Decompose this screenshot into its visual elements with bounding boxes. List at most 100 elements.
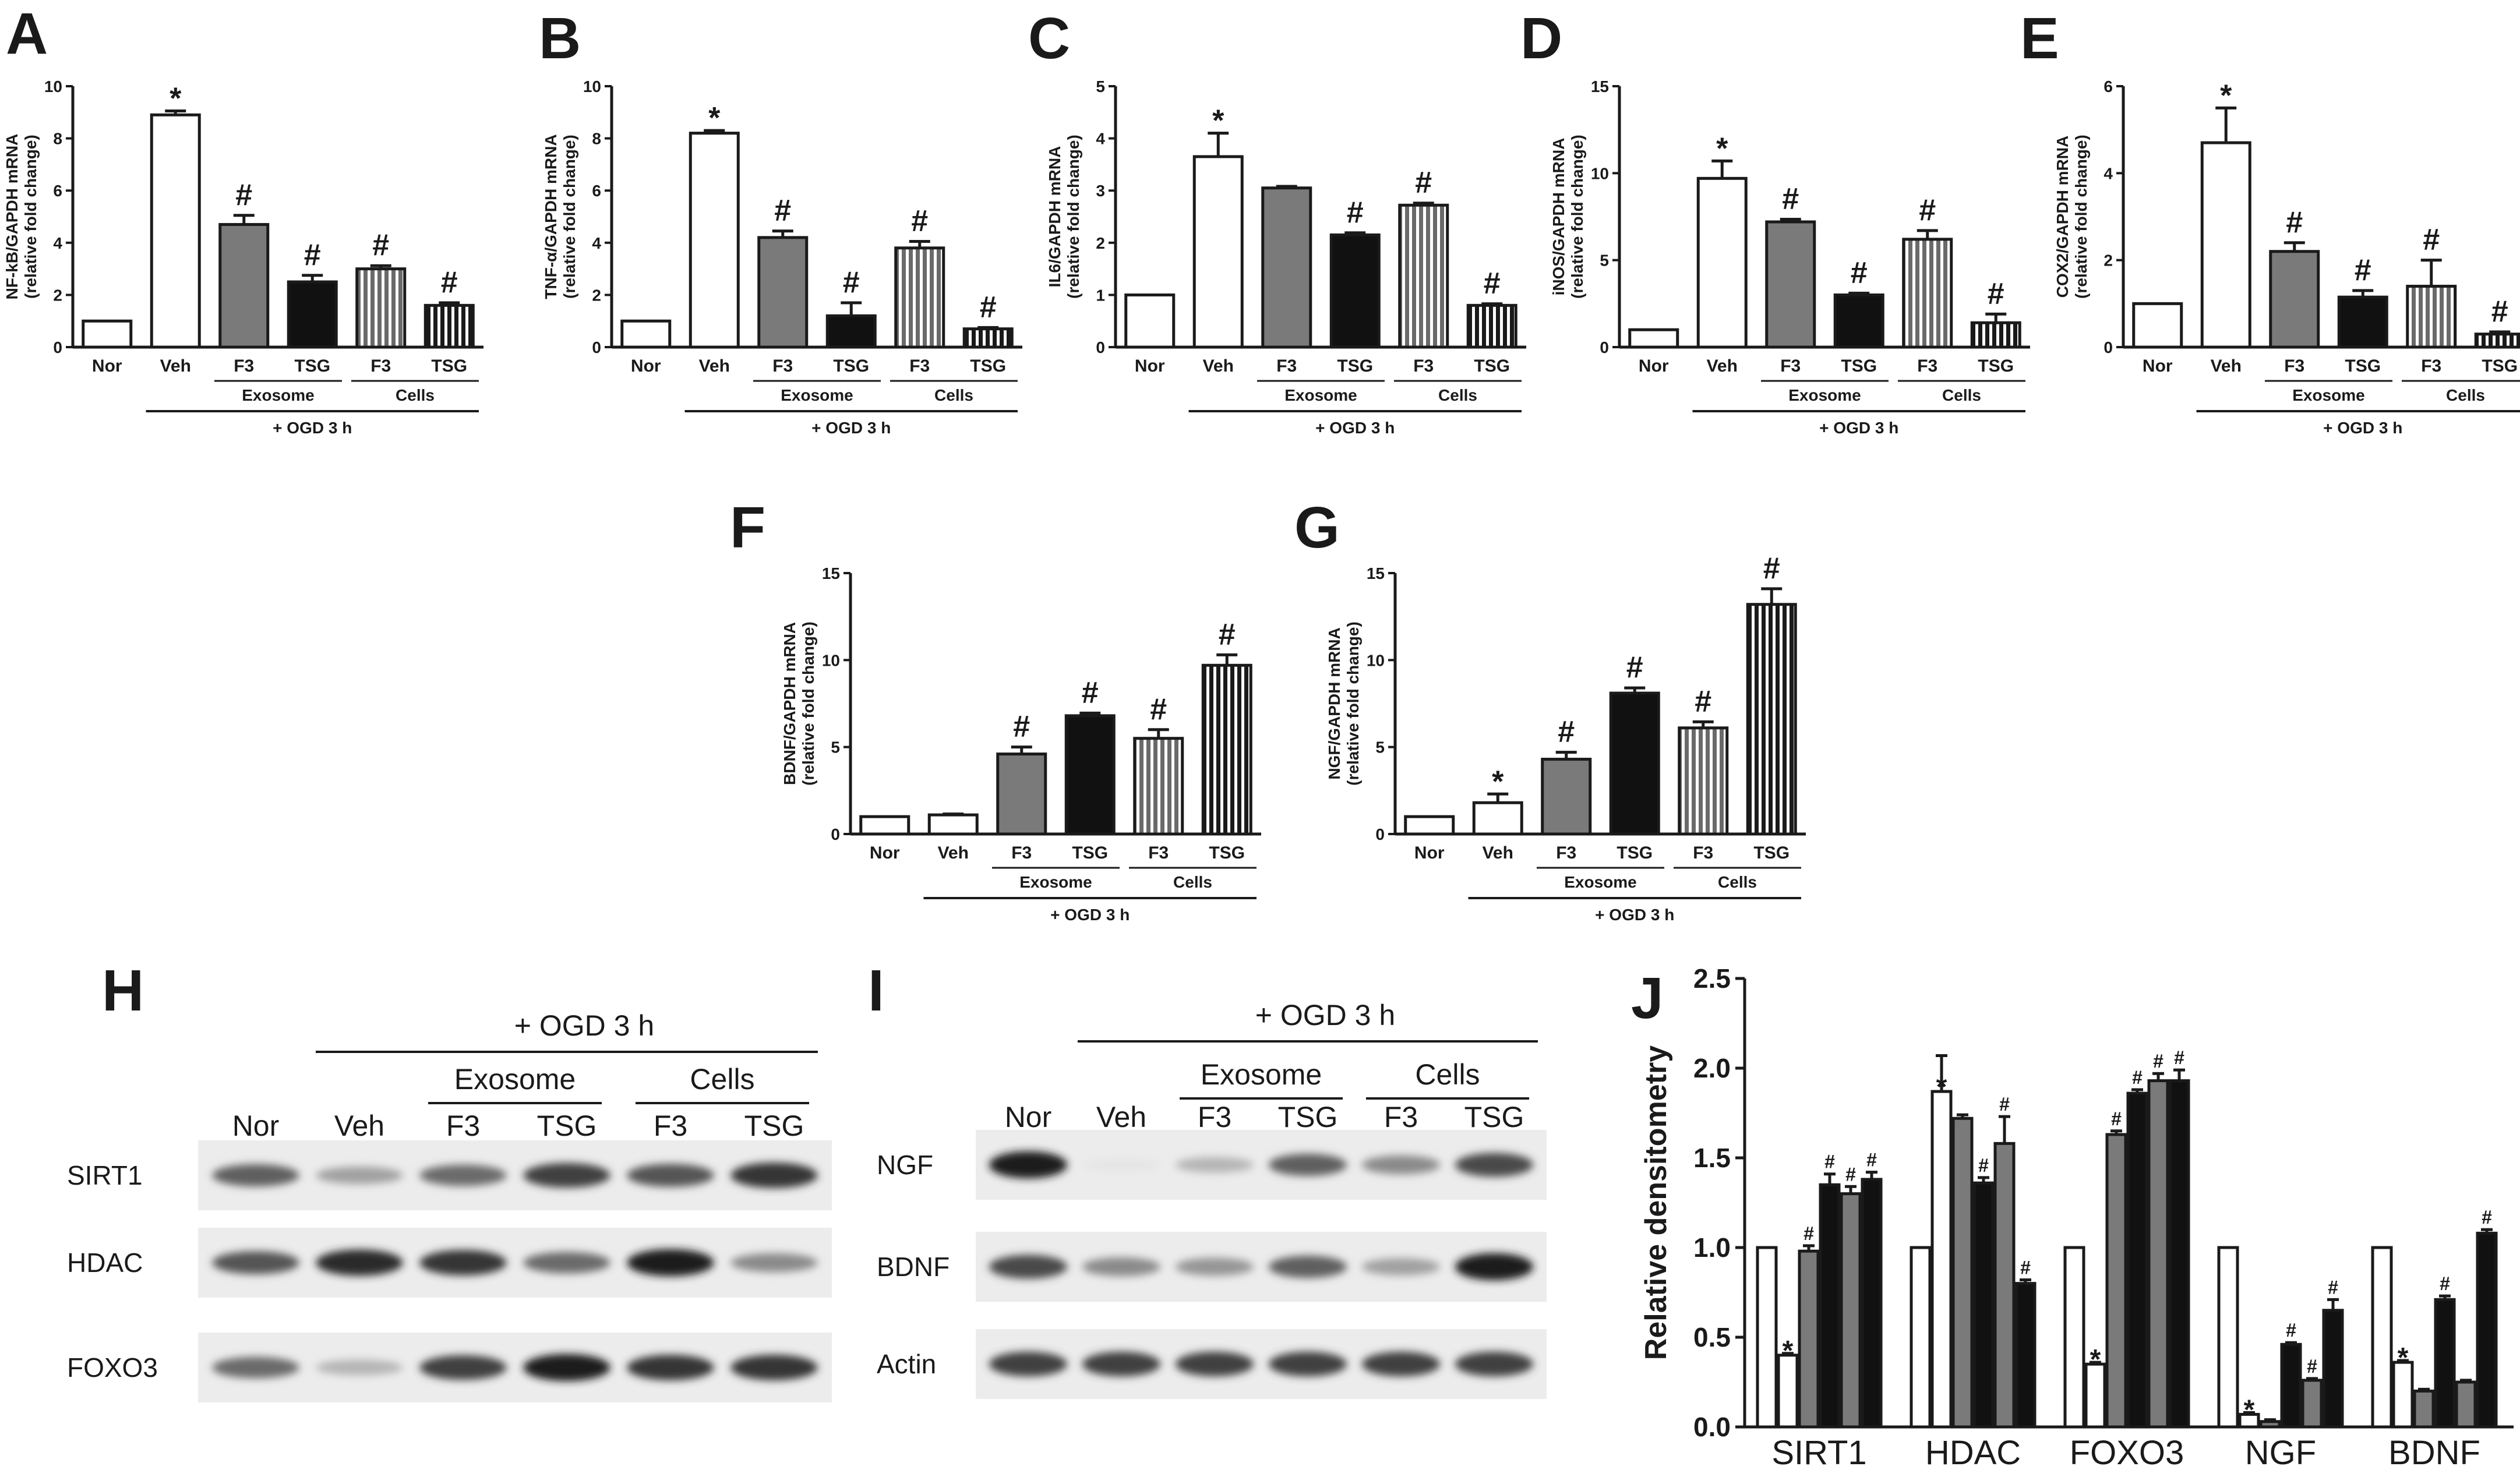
chart-J: J 0.0 0.5 1.0 1.5 2.0 2.5 Relative densitometry… (1631, 963, 2514, 1472)
blot-band (1361, 1258, 1441, 1275)
lane-label-tsg: TSG (1278, 1101, 1338, 1133)
bar-ngf-cells-tsg (2322, 1309, 2344, 1429)
y-axis-label: iNOS/GAPDH mRNA (1550, 138, 1568, 296)
y-tick-label: 0 (1375, 825, 1385, 843)
bar-f3 (1678, 726, 1729, 836)
y-tick-label: 3 (1096, 182, 1105, 200)
bar-veh (1696, 176, 1748, 349)
y-tick-label: 0 (592, 338, 601, 356)
significance-hash: # (2328, 1277, 2338, 1298)
y-tick-label: 0 (831, 825, 840, 843)
blot-I: I + OGD 3 h Exosome Cells Nor Veh F3 TSG F3 TSG NG… (868, 958, 1547, 1399)
significance-star: * (1492, 765, 1504, 798)
bar-tsg (423, 303, 475, 349)
blot-band (730, 1163, 818, 1188)
y-tick-label: 15 (1367, 564, 1385, 582)
bar-ngf-nor (2217, 1246, 2239, 1429)
y-axis-label: TNF-α/GAPDH mRNA (542, 134, 560, 299)
x-tick-label: F3 (1917, 356, 1937, 376)
group-cells-label: Cells (934, 386, 973, 404)
blot-band (1361, 1155, 1441, 1175)
chart-G: G 0 5 10 15 NGF/GAPDH mRNA (relative fold chan… (1294, 495, 1806, 924)
blot-band (212, 1356, 299, 1379)
group-exosome-label: Exosome (1284, 386, 1357, 404)
blot-band (989, 1255, 1068, 1279)
blot-band (1361, 1351, 1441, 1377)
blot-band (1268, 1351, 1347, 1377)
blot-row-label-ngf: NGF (877, 1150, 933, 1180)
bar-bdnf-nor (2371, 1246, 2393, 1429)
bar-f3 (1133, 737, 1184, 836)
blot-band (989, 1351, 1068, 1377)
blot-H: H + OGD 3 h Exosome Cells Nor Veh F3 TSG F3 TSG SI… (67, 958, 832, 1402)
significance-hash: # (2440, 1273, 2450, 1294)
bar-f3 (1398, 203, 1449, 349)
significance-hash: # (1626, 651, 1643, 684)
bar-ngf-exosome-f3 (2259, 1420, 2281, 1429)
panel-letter-H: H (102, 958, 144, 1023)
bar-nor (859, 815, 910, 836)
x-tick-label: Nor (92, 356, 122, 376)
y-tick-label: 0.0 (1693, 1412, 1731, 1442)
chart-B: B 0 2 4 6 8 10 TNF-α/GAPDH mRNA (relative fold c… (539, 6, 1022, 437)
bar-sirt1-exosome-tsg (1819, 1183, 1841, 1429)
y-tick-label: 2 (592, 286, 601, 304)
bar-hdac-exosome-f3 (1951, 1116, 1974, 1429)
panel-letter-J: J (1631, 966, 1664, 1031)
significance-hash: # (1013, 710, 1030, 744)
group-cells-label: Cells (1415, 1058, 1480, 1091)
significance-hash: # (1763, 552, 1780, 585)
y-tick-label: 10 (44, 77, 62, 96)
lane-label-veh: Veh (1096, 1101, 1146, 1133)
y-tick-label: 6 (592, 182, 601, 200)
y-tick-label: 5 (1375, 739, 1385, 757)
bar-tsg (1833, 293, 1884, 349)
lane-label-f3: F3 (1198, 1101, 1231, 1133)
y-tick-label: 4 (592, 234, 601, 252)
bar-veh (689, 132, 740, 349)
y-axis-label-units: (relative fold change) (799, 621, 817, 786)
blot-band (1268, 1255, 1347, 1278)
bar-f3 (996, 752, 1047, 836)
significance-star: * (2220, 79, 2232, 112)
bar-hdac-cells-f3 (1993, 1142, 2016, 1429)
bar-f3 (894, 246, 945, 349)
blot-membrane (198, 1333, 832, 1402)
bar-ngf-cells-f3 (2301, 1379, 2323, 1429)
y-tick-label: 5 (831, 739, 840, 757)
significance-hash: # (1219, 617, 1236, 651)
blot-band (419, 1164, 507, 1186)
significance-hash: # (1978, 1155, 1989, 1176)
blot-band (730, 1355, 818, 1380)
bar-sirt1-cells-f3 (1840, 1192, 1862, 1429)
group-exosome-label: Exosome (2292, 386, 2365, 404)
significance-hash: # (2111, 1108, 2122, 1129)
bar-tsg (1970, 321, 2021, 349)
blot-membrane (976, 1130, 1547, 1200)
bar-tsg (287, 280, 338, 349)
bar-f3 (2269, 250, 2320, 349)
x-tick-label: Nor (1414, 843, 1445, 863)
significance-star: * (2090, 1344, 2101, 1375)
significance-hash: # (1845, 1164, 1856, 1185)
group-exosome-label: Exosome (242, 386, 315, 404)
bar-foxo3-nor (2063, 1246, 2085, 1429)
x-tick-label: Nor (1135, 356, 1165, 376)
bar-bdnf-exosome-f3 (2413, 1389, 2435, 1429)
blot-band (419, 1355, 507, 1380)
lane-label-f3: F3 (1384, 1101, 1418, 1133)
x-tick-label: F3 (2284, 356, 2304, 376)
ogd-condition-label: + OGD 3 h (811, 419, 891, 437)
x-tick-label: TSG (2345, 356, 2381, 376)
x-tick-label: TSG (1753, 843, 1790, 863)
bar-foxo3-cells-f3 (2147, 1079, 2169, 1429)
significance-star: * (1936, 1072, 1947, 1103)
x-tick-label-foxo3: FOXO3 (2070, 1434, 2184, 1472)
group-exosome-label: Exosome (454, 1063, 576, 1096)
group-cells-label: Cells (1942, 386, 1981, 404)
y-tick-label: 6 (53, 182, 62, 200)
bar-bdnf-veh (2392, 1361, 2414, 1429)
blot-band (627, 1249, 714, 1277)
y-tick-label: 2 (53, 286, 62, 304)
significance-hash: # (1484, 267, 1501, 301)
